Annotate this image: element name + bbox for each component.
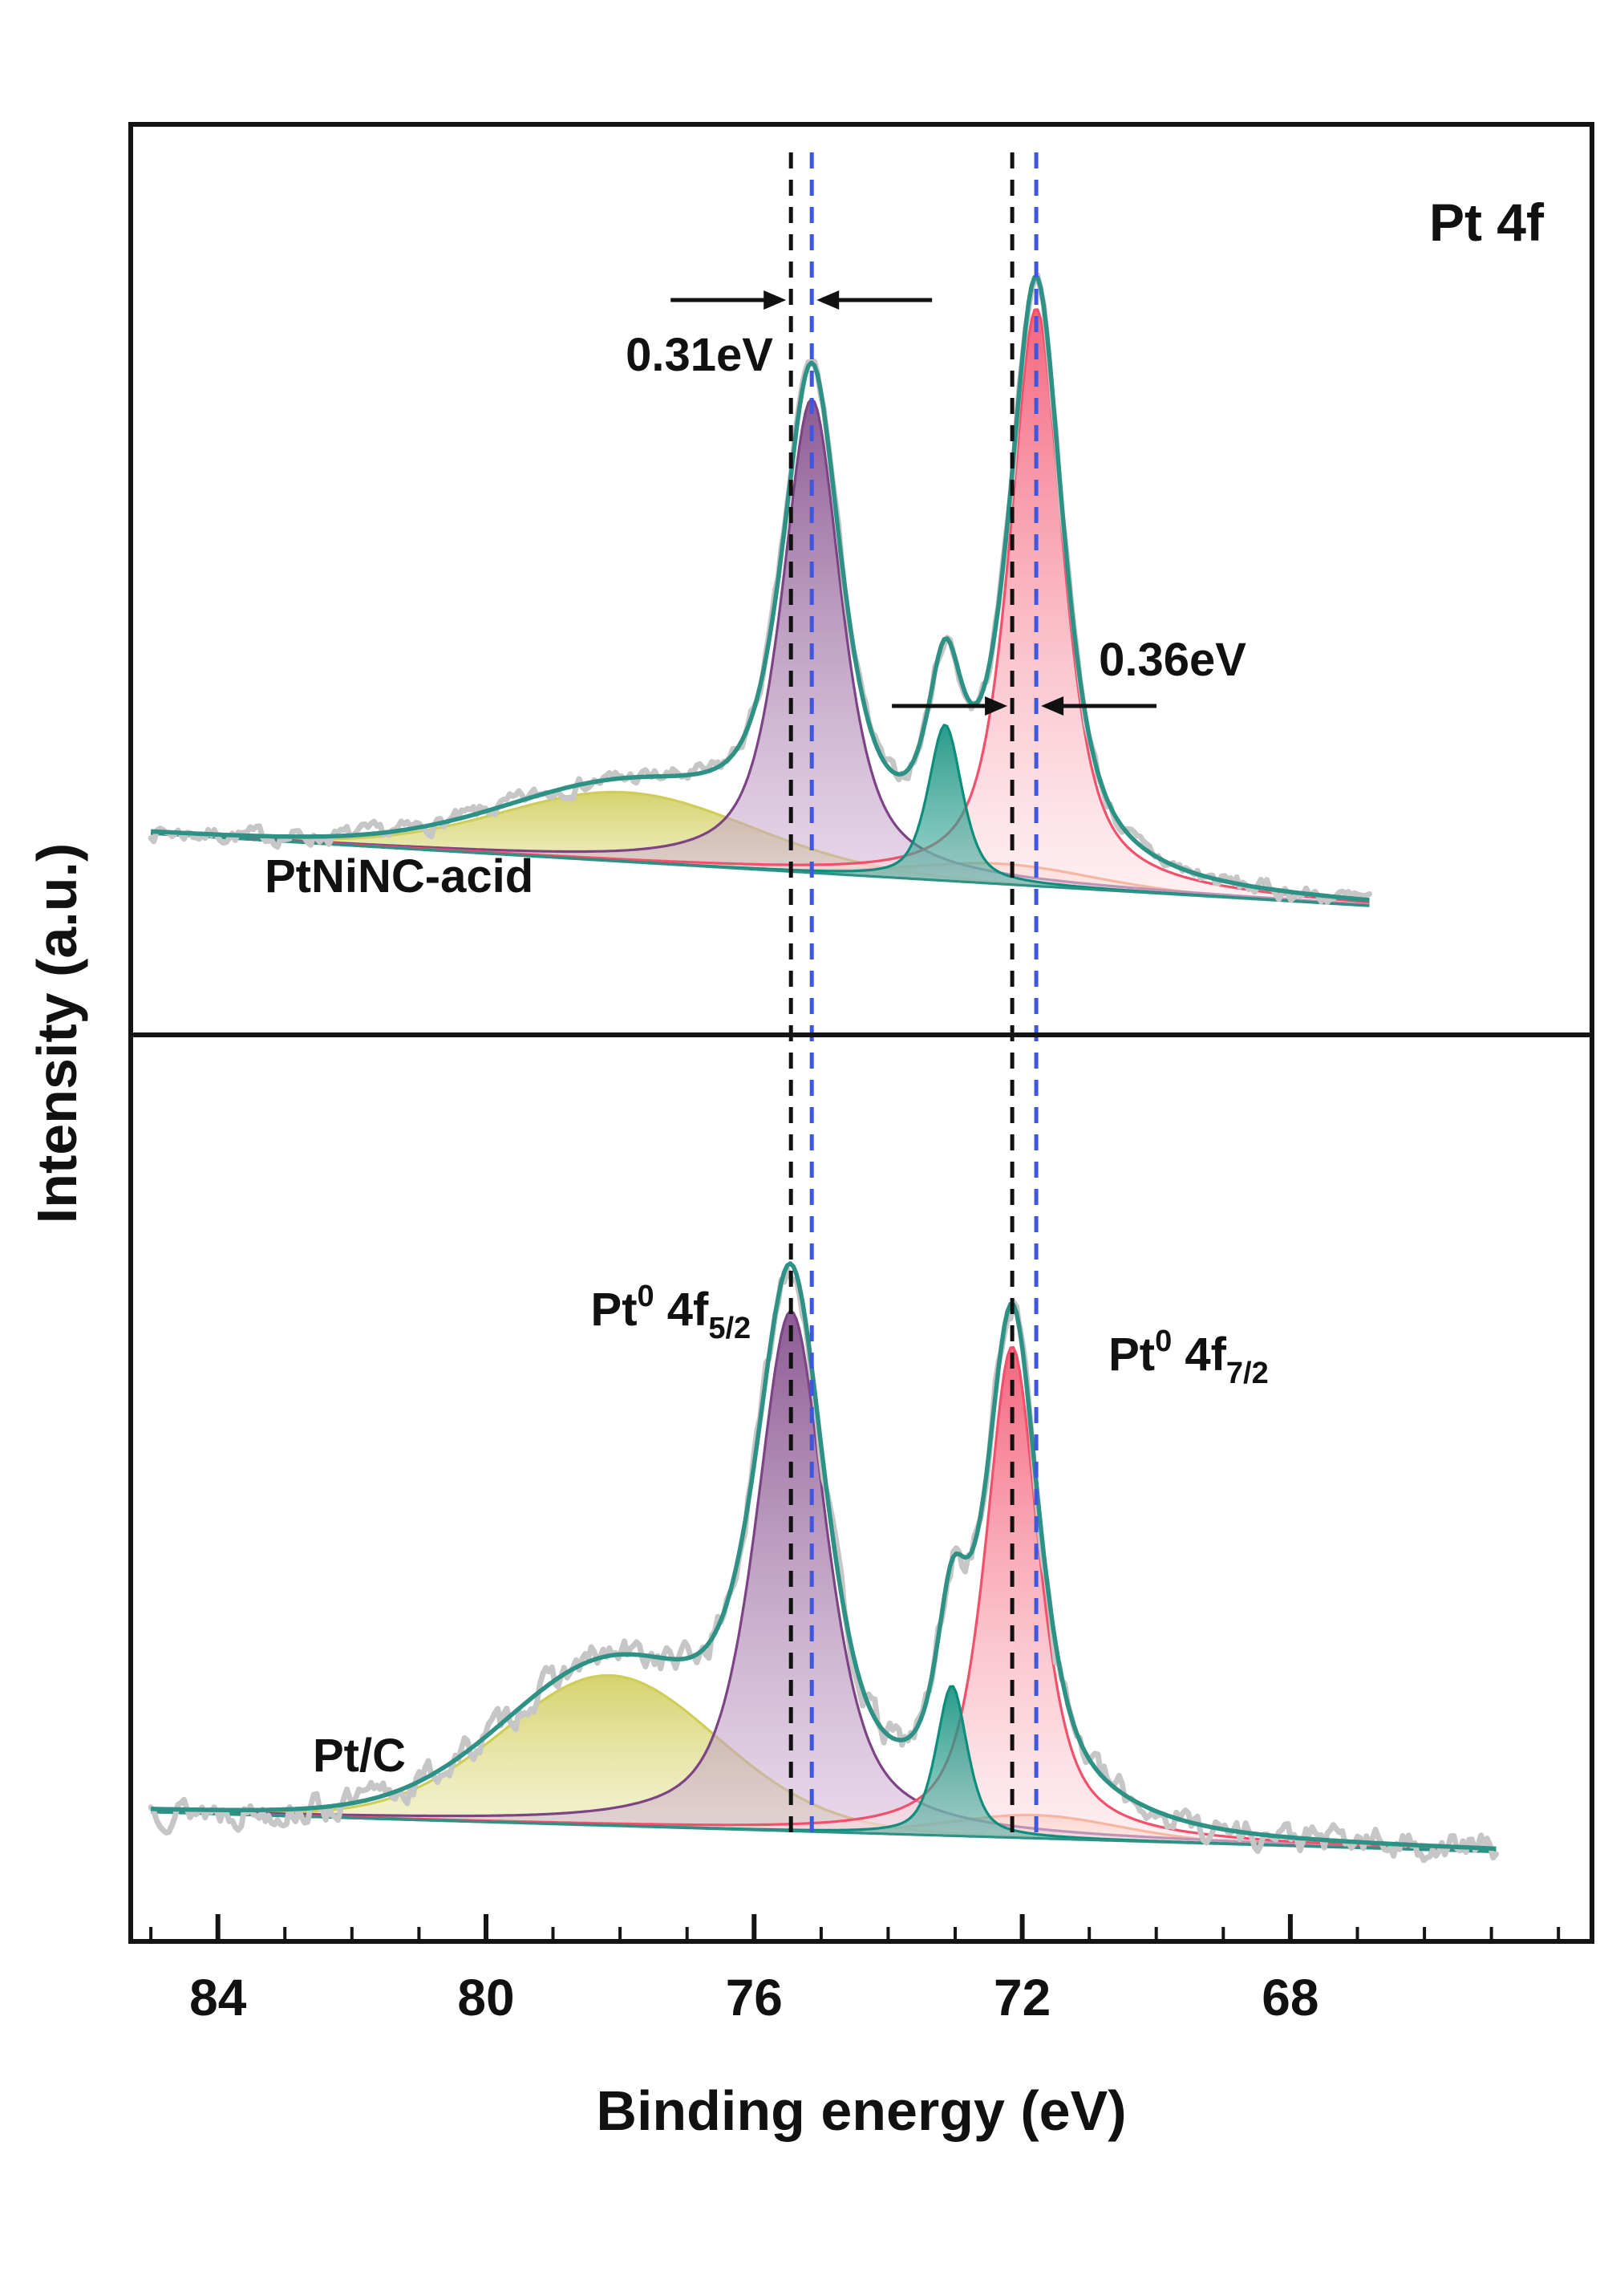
shift-label-bottom: 0.36eV [1099, 634, 1246, 686]
x-tick-label-84: 84 [189, 1969, 247, 2026]
x-axis-title: Binding energy (eV) [596, 2079, 1126, 2142]
peak-label-pt0-4f72-sub: 7/2 [1226, 1357, 1269, 1390]
axes-frame-layer [128, 122, 1594, 1944]
x-tick-label-80: 80 [457, 1969, 514, 2026]
peak-label-pt0-4f72-sup: 0 [1155, 1324, 1172, 1358]
peak-label-pt0-4f52: Pt0 4f5/2 [591, 1280, 751, 1345]
peak-label-pt0-4f72-mid: 4f [1172, 1329, 1226, 1381]
peak-fill-pt0-4f5-2 [151, 1311, 1497, 1852]
shift-arrow-top-left-head [764, 290, 787, 310]
fit-envelope-curve [150, 274, 1370, 903]
shift-label-top: 0.31eV [626, 329, 773, 381]
x-tick-label-72: 72 [994, 1969, 1051, 2026]
peak-label-pt0-4f52-base: Pt [591, 1284, 638, 1336]
peak-fill-pt0-4f7-2 [151, 309, 1370, 907]
background-baseline [151, 1811, 1497, 1854]
text-layer: Pt 4f 0.31eV 0.36eV PtNiNC-acid Pt/C Bin… [26, 193, 1545, 2142]
background-baseline [151, 832, 1370, 907]
spectra-curves-layer [148, 272, 1499, 1864]
shift-arrow-top-right-head [816, 290, 840, 310]
peak-label-pt0-4f52-sub: 5/2 [708, 1312, 751, 1345]
sample-label-ptc: Pt/C [313, 1730, 406, 1782]
guide-lines-layer [670, 152, 1157, 1841]
shift-arrow-bottom-right-head [1041, 696, 1064, 716]
peak-fill-pt0-4f5-2 [151, 399, 1370, 907]
x-tick-label-68: 68 [1262, 1969, 1318, 2026]
panel-pt-c [148, 1261, 1499, 1864]
x-tick-label-76: 76 [726, 1969, 783, 2026]
peak-fill-carbon-background-hump [151, 1675, 1497, 1852]
sample-label-ptninc-acid: PtNiNC-acid [265, 850, 533, 903]
corner-label-pt4f: Pt 4f [1429, 193, 1545, 252]
fit-envelope-curve [151, 1261, 1497, 1852]
peak-label-pt0-4f52-sup: 0 [638, 1280, 654, 1313]
panel-ptninc-acid [148, 272, 1372, 907]
peak-label-pt0-4f72-base: Pt [1108, 1329, 1155, 1381]
peak-label-pt0-4f72: Pt0 4f7/2 [1108, 1324, 1269, 1390]
peak-label-pt0-4f52-mid: 4f [654, 1284, 709, 1336]
shift-arrow-bottom-left-head [985, 696, 1008, 716]
y-axis-title: Intensity (a.u.) [26, 843, 88, 1223]
